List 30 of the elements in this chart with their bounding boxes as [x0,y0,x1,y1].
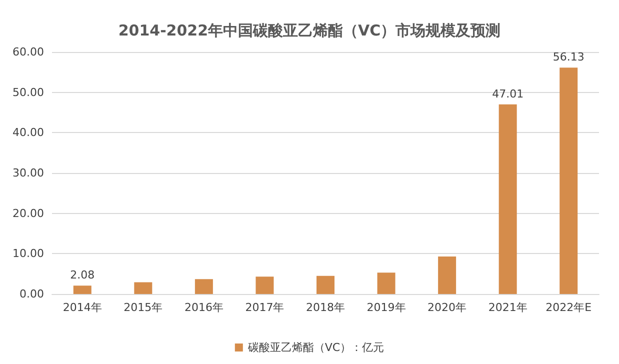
y-tick-label: 30.00 [12,166,44,180]
x-tick-label: 2020年 [428,301,467,314]
legend-label: 碳酸亚乙烯酯（VC）：亿元 [246,341,384,354]
bar [498,104,517,294]
x-tick-label: 2022年E [546,301,592,314]
x-tick-label: 2021年 [488,301,528,314]
x-tick-label: 2016年 [184,301,224,314]
data-label: 56.13 [552,50,584,64]
y-tick-label: 60.00 [12,46,44,58]
bar [194,279,213,294]
x-tick-label: 2015年 [124,301,163,314]
bar [256,276,274,294]
y-tick-label: 40.00 [12,126,44,140]
y-tick-label: 0.00 [20,288,44,300]
bar [438,256,456,294]
y-tick-label: 50.00 [12,86,44,99]
data-label: 47.01 [492,87,524,100]
bar [377,272,396,294]
chart-title: 2014-2022年中国碳酸亚乙烯酯（VC）市场规模及预测 [118,22,501,40]
x-tick-label: 2014年 [62,301,102,314]
bar [316,276,334,294]
x-tick-label: 2019年 [366,301,406,314]
bar [73,286,92,294]
bar [134,282,152,294]
x-tick-label: 2018年 [306,301,345,314]
y-tick-label: 20.00 [12,206,44,220]
y-tick-label: 10.00 [12,247,44,260]
bar [560,68,578,294]
data-label: 2.08 [70,268,95,282]
x-tick-label: 2017年 [245,301,284,314]
